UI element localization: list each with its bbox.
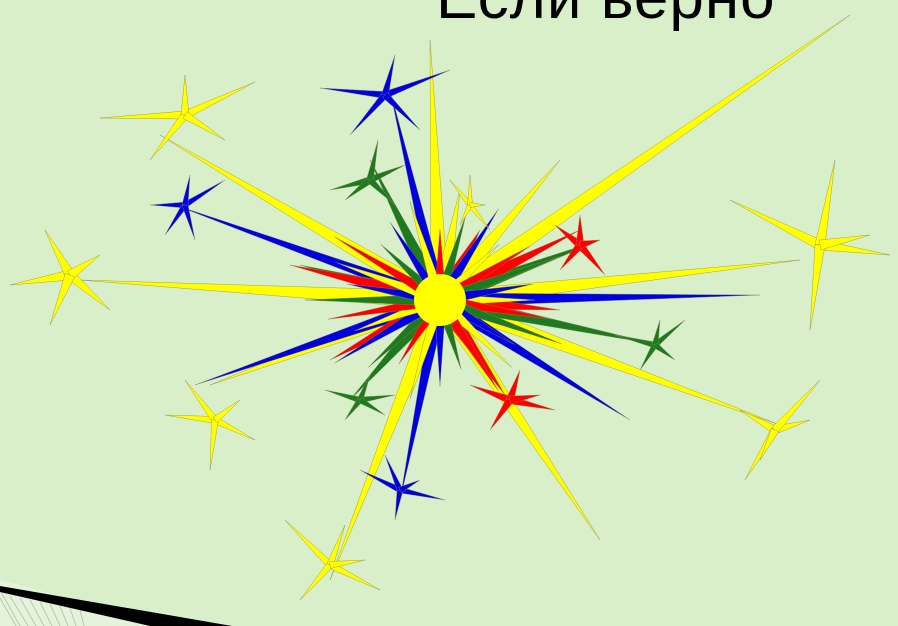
yellow-star-right-ray [818,234,871,251]
red-star-right-ray [559,242,584,271]
burst-core [414,274,466,326]
yellow-star-bottom-ray [284,519,333,568]
blue-star-top-ray [349,92,388,136]
yellow-star-top-left-ray [180,74,190,116]
yellow-star-bottom-ray [329,559,366,569]
yellow-star-lower-left-ray [164,414,216,424]
yellow-star-bottom-ray [299,562,333,601]
green-star-right-ray [652,342,676,361]
yellow-star-top-left-ray [183,81,256,119]
yellow-star-left-ray [9,269,72,286]
yellow-star-left-ray [49,272,75,326]
blue-star-top-ray [319,87,386,99]
yellow-star-center-top-ray [469,202,486,208]
blue-star-left-ray [149,201,186,209]
corner-stripes [0,580,232,626]
yellow-star-top-left-ray [182,111,226,141]
yellow-star-lower-left-ray [209,419,219,471]
blue-star-left-ray [183,179,226,208]
blue-star-bottom-ray [394,489,404,521]
sparks-group [9,14,891,601]
red-star-lower-ray [509,394,541,405]
red-star-right-ray [578,239,601,250]
slide-title: Если верно [436,0,776,33]
blue-star-left-ray [181,174,191,206]
yellow-star-right-ray [729,199,823,250]
red-star-lower-ray [489,397,514,431]
yellow-star-top-left-ray [149,112,189,161]
green-star-lower-ray [324,389,362,404]
blue-star-top-ray [382,92,421,131]
yellow-star-lower-right-ray [759,427,779,461]
yellow-star-right-ray [814,159,836,247]
red-star-right-ray [575,214,585,246]
blue-star-bottom-ray [398,479,421,493]
yellow-star-right-ray [809,244,826,331]
yellow-star-lower-left-ray [212,399,241,424]
blue-star-top-ray [383,69,451,99]
green-star-right-ray [614,334,656,349]
yellow-star-left-ray [66,254,101,280]
green-star-top-ray [367,177,396,206]
green-star-lower-ray [358,397,386,416]
blue-star-left-ray [181,203,196,241]
yellow-star-top-left-ray [99,110,186,120]
yellow-star-center-top-ray [467,174,473,206]
